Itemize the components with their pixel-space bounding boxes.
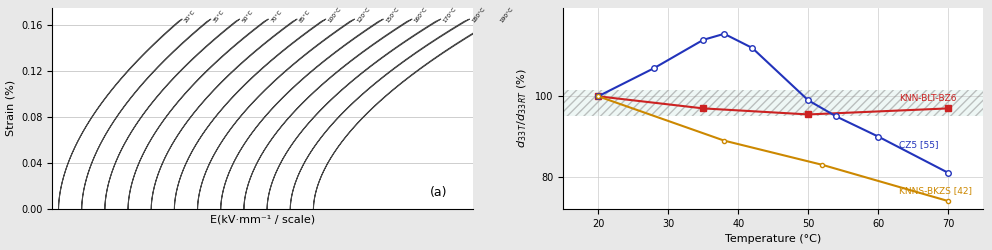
- Bar: [563, 90, 983, 117]
- Bar: [563, 90, 983, 117]
- Text: 150°C: 150°C: [385, 6, 400, 24]
- Text: (a): (a): [430, 186, 447, 199]
- Text: KNNS-BKZS [42]: KNNS-BKZS [42]: [900, 186, 972, 196]
- Text: 120°C: 120°C: [356, 6, 371, 24]
- X-axis label: E(kV·mm⁻¹ / scale): E(kV·mm⁻¹ / scale): [210, 215, 315, 225]
- Text: 100°C: 100°C: [327, 6, 342, 24]
- Y-axis label: $d_{33\,T}/d_{33\,RT}$ (%): $d_{33\,T}/d_{33\,RT}$ (%): [516, 68, 530, 148]
- Text: 35°C: 35°C: [212, 9, 225, 24]
- Text: 170°C: 170°C: [442, 6, 457, 24]
- Text: CZ5 [55]: CZ5 [55]: [900, 140, 938, 149]
- Text: KNN-BLT-BZ6: KNN-BLT-BZ6: [900, 94, 957, 103]
- Text: 85°C: 85°C: [299, 9, 311, 24]
- Text: 70°C: 70°C: [270, 9, 283, 24]
- Text: 20°C: 20°C: [184, 9, 196, 24]
- Text: 190°C: 190°C: [500, 6, 515, 24]
- X-axis label: Temperature (°C): Temperature (°C): [725, 234, 821, 244]
- Text: 50°C: 50°C: [241, 9, 254, 24]
- Text: 160°C: 160°C: [414, 6, 429, 24]
- Text: 180°C: 180°C: [471, 6, 486, 24]
- Y-axis label: Strain (%): Strain (%): [6, 80, 16, 136]
